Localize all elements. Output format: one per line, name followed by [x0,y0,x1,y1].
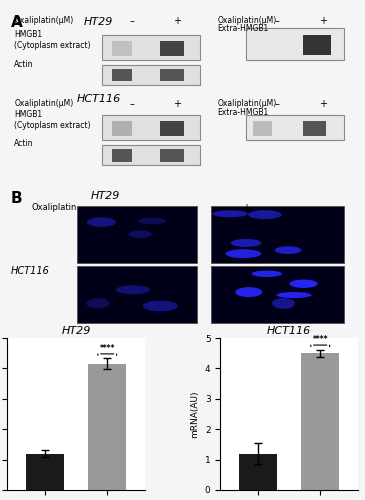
Ellipse shape [235,287,262,297]
Text: +: + [242,203,250,213]
Ellipse shape [143,300,178,312]
FancyBboxPatch shape [102,116,200,140]
FancyBboxPatch shape [160,149,184,162]
FancyBboxPatch shape [160,69,184,82]
Ellipse shape [212,210,248,218]
Text: +: + [319,16,327,26]
Text: C: C [11,341,22,356]
FancyBboxPatch shape [112,69,132,82]
FancyBboxPatch shape [303,121,326,136]
Ellipse shape [116,285,150,294]
Text: Oxaliplatin(μM): Oxaliplatin(μM) [14,16,74,25]
Title: HT29: HT29 [61,326,91,336]
Text: ****: **** [312,336,328,344]
Text: Oxaliplatin(μM): Oxaliplatin(μM) [218,100,277,108]
Text: HCT116: HCT116 [11,266,50,276]
Text: Oxaliplatin(μM): Oxaliplatin(μM) [218,16,277,25]
Text: –: – [275,100,280,110]
Text: Actin: Actin [14,140,34,148]
Text: –: – [275,16,280,26]
Ellipse shape [86,298,110,308]
Ellipse shape [248,210,282,219]
Ellipse shape [87,218,116,227]
Bar [88,364,126,490]
Text: Oxaliplatin: Oxaliplatin [32,203,77,212]
Text: HMGB1
(Cytoplasm extract): HMGB1 (Cytoplasm extract) [14,30,91,50]
FancyBboxPatch shape [102,35,200,60]
Ellipse shape [274,246,301,254]
Text: HCT116: HCT116 [76,94,120,104]
Title: HCT116: HCT116 [267,326,311,336]
FancyBboxPatch shape [303,35,331,55]
FancyBboxPatch shape [246,28,344,60]
FancyBboxPatch shape [77,266,196,323]
FancyBboxPatch shape [211,266,344,323]
Bar [26,454,64,490]
Bar [239,454,277,490]
FancyBboxPatch shape [160,41,184,56]
Ellipse shape [289,280,318,288]
FancyBboxPatch shape [102,65,200,85]
Text: Actin: Actin [14,60,34,69]
Bar [301,354,339,490]
Y-axis label: mRNA(AU): mRNA(AU) [190,390,199,438]
Text: B: B [11,190,22,206]
Ellipse shape [251,270,282,277]
FancyBboxPatch shape [211,206,344,263]
FancyBboxPatch shape [112,149,132,162]
Text: Oxaliplatin(μM): Oxaliplatin(μM) [14,100,74,108]
Text: +: + [173,16,181,26]
Text: –: – [138,203,143,213]
FancyBboxPatch shape [246,116,344,140]
Text: Extra-HMGB1: Extra-HMGB1 [218,108,269,116]
Ellipse shape [128,230,152,238]
Text: HT29: HT29 [84,16,113,26]
Text: Extra-HMGB1: Extra-HMGB1 [218,24,269,33]
Ellipse shape [276,292,312,298]
Text: –: – [129,16,134,26]
FancyBboxPatch shape [112,121,132,136]
FancyBboxPatch shape [253,121,272,136]
Text: +: + [173,100,181,110]
Text: +: + [319,100,327,110]
Text: HT29: HT29 [91,190,120,200]
FancyBboxPatch shape [160,121,184,136]
Text: HMGB1
(Cytoplasm extract): HMGB1 (Cytoplasm extract) [14,110,91,130]
Ellipse shape [272,298,295,309]
Ellipse shape [138,218,166,224]
Text: –: – [129,100,134,110]
Ellipse shape [231,239,261,247]
Ellipse shape [226,249,261,258]
FancyBboxPatch shape [112,41,132,56]
FancyBboxPatch shape [77,206,196,263]
Text: A: A [11,15,23,30]
Text: ****: **** [100,344,115,354]
FancyBboxPatch shape [102,146,200,166]
